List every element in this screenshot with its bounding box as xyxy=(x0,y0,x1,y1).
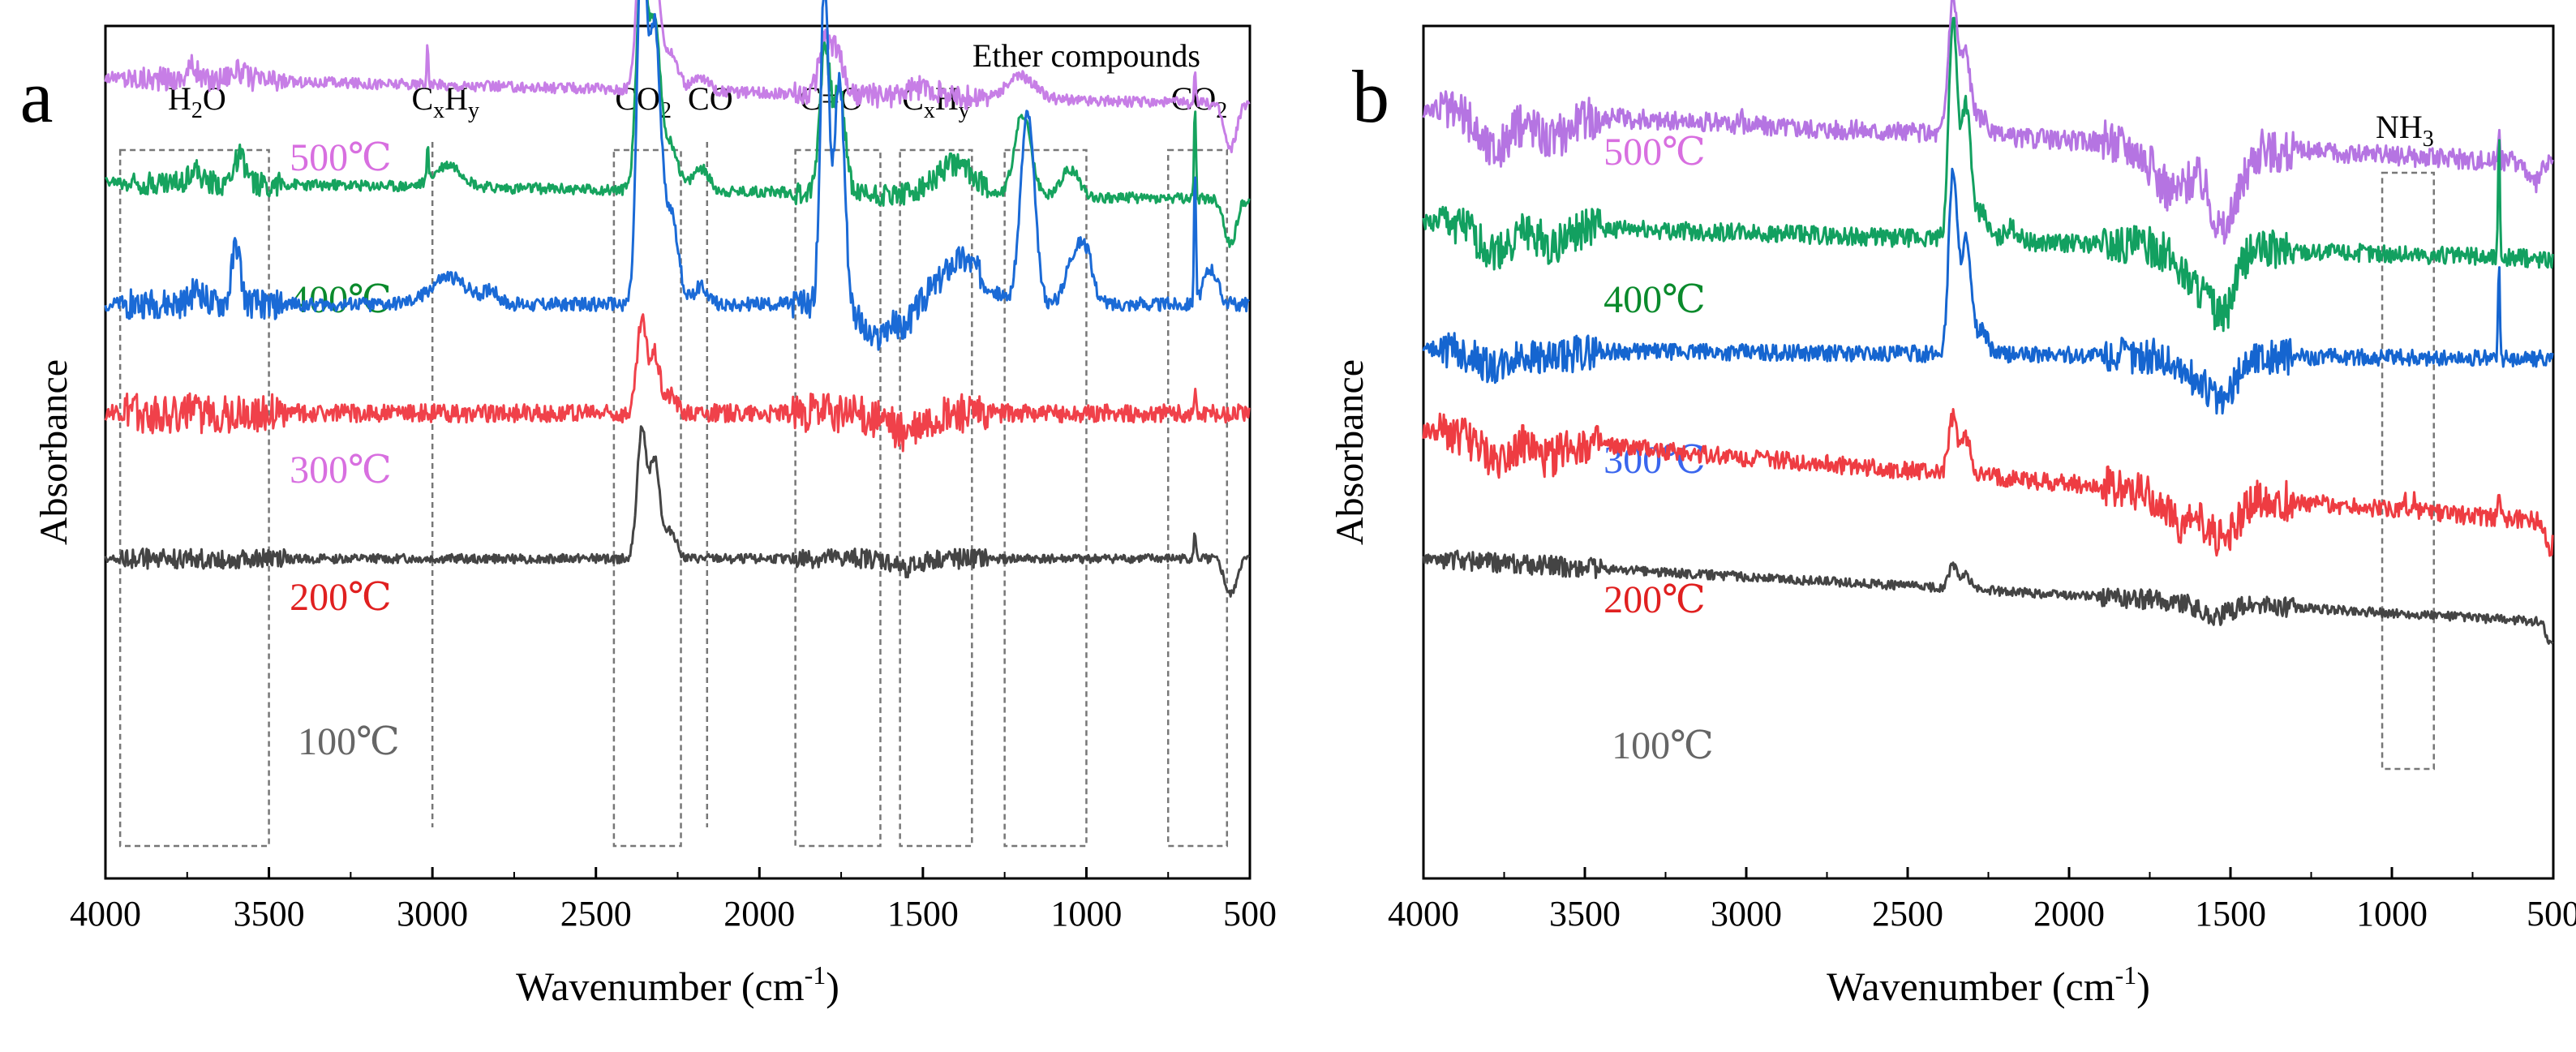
series-label: 500℃ xyxy=(1604,131,1706,174)
annotation-text: NH xyxy=(2376,109,2423,145)
series-label: 100℃ xyxy=(1612,724,1714,767)
x-tick-label: 2500 xyxy=(1872,894,1943,934)
x-axis-label: Wavenumber (cm-1) xyxy=(516,960,839,1009)
series-label: 200℃ xyxy=(1604,578,1706,621)
annotation-text: Ether compounds xyxy=(972,37,1200,74)
x-tick-label: 2500 xyxy=(560,894,632,934)
x-tick-label: 1500 xyxy=(887,894,959,934)
x-axis-label-tail: ) xyxy=(2136,964,2150,1009)
x-tick-label: 500 xyxy=(2527,894,2576,934)
series-label: 400℃ xyxy=(1604,278,1706,321)
y-axis-label: Absorbance xyxy=(1329,359,1372,545)
x-tick-label: 2000 xyxy=(723,894,795,934)
series-label: 400℃ xyxy=(290,278,392,321)
annotation-label: NH3 xyxy=(2376,109,2434,152)
annotation-sub: x xyxy=(433,98,444,123)
panel-label: a xyxy=(20,55,54,138)
series-line xyxy=(104,0,1251,351)
x-tick-label: 3000 xyxy=(1711,894,1782,934)
series-line xyxy=(1422,408,2554,557)
x-axis-label-sup: -1 xyxy=(2115,960,2137,990)
x-axis-label-main: Wavenumber (cm xyxy=(516,964,805,1009)
x-tick-label: 3500 xyxy=(234,894,305,934)
annotation-box xyxy=(2381,171,2435,771)
annotation-box xyxy=(794,148,882,848)
y-axis-label: Absorbance xyxy=(32,359,75,545)
x-tick-label: 3000 xyxy=(397,894,468,934)
x-tick-label: 1500 xyxy=(2195,894,2266,934)
annotation-box xyxy=(1003,148,1088,848)
series-line xyxy=(1422,549,2554,645)
series-line xyxy=(1422,16,2554,333)
x-axis-label: Wavenumber (cm-1) xyxy=(1827,960,2150,1009)
annotation-box xyxy=(118,148,270,848)
series-label: 200℃ xyxy=(290,576,392,619)
x-axis-label-sup: -1 xyxy=(805,960,826,990)
series-line xyxy=(105,0,1251,248)
annotation-sub2: y xyxy=(468,98,479,123)
x-tick-label: 4000 xyxy=(1388,894,1459,934)
series-line xyxy=(104,313,1251,453)
x-tick-label: 3500 xyxy=(1549,894,1621,934)
x-tick-label: 4000 xyxy=(70,894,141,934)
series-line xyxy=(104,0,1251,153)
plot-frame xyxy=(104,24,1252,880)
x-tick-label: 2000 xyxy=(2033,894,2105,934)
panel-label: b xyxy=(1352,55,1389,138)
x-axis-label-tail: ) xyxy=(826,964,839,1009)
series-label: 500℃ xyxy=(290,136,392,179)
annotation-label: Ether compounds xyxy=(972,37,1200,74)
series-line xyxy=(1422,0,2554,245)
x-tick-label: 500 xyxy=(1223,894,1277,934)
x-tick-label: 1000 xyxy=(1050,894,1122,934)
annotation-sub: 2 xyxy=(191,98,203,123)
annotation-box xyxy=(1166,148,1229,848)
series-line xyxy=(104,425,1251,598)
annotation-sub: 3 xyxy=(2423,127,2434,152)
x-tick-label: 1000 xyxy=(2356,894,2428,934)
x-axis-label-main: Wavenumber (cm xyxy=(1827,964,2115,1009)
annotation-sub: x xyxy=(924,98,935,123)
series-label: 100℃ xyxy=(298,720,400,763)
series-label: 300℃ xyxy=(290,449,392,492)
annotation-box xyxy=(899,148,973,848)
series-line xyxy=(1422,167,2554,415)
annotation-box xyxy=(612,148,682,848)
